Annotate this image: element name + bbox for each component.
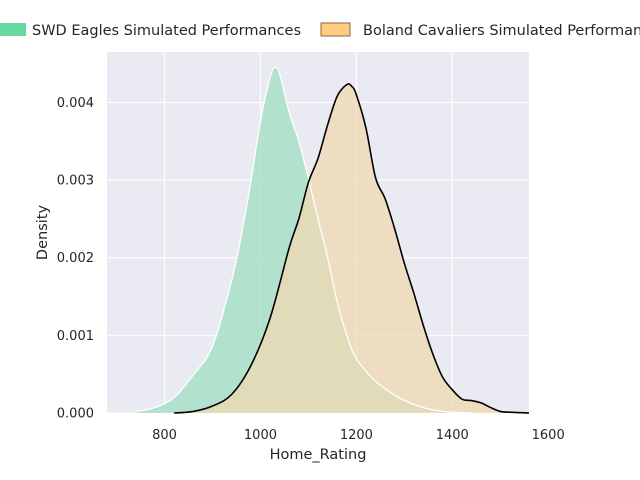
x-axis-label: Home_Rating <box>270 447 367 463</box>
legend-item-1: SWD Eagles Simulated Performances <box>0 23 301 39</box>
series-line-2 <box>174 83 530 414</box>
x-tick-label: 800 <box>152 428 177 443</box>
legend-label: Boland Cavaliers Simulated Performances <box>363 23 640 39</box>
x-tick-label: 1600 <box>532 428 565 443</box>
x-tick-label: 1000 <box>244 428 277 443</box>
plot-layer: 800 1000 1200 1400 1600 0.000 0.001 0.002 0.003 0… <box>57 52 565 443</box>
legend-label: SWD Eagles Simulated Performances <box>32 23 301 39</box>
x-tick-label: 1400 <box>436 428 469 443</box>
legend: SWD Eagles Simulated Performances Boland … <box>0 22 640 39</box>
y-tick-label: 0.004 <box>57 96 94 111</box>
legend-swatch <box>320 22 351 37</box>
y-tick-label: 0.002 <box>57 251 94 266</box>
y-tick-label: 0.001 <box>57 329 94 344</box>
series-area-2 <box>174 83 529 413</box>
series-line-1 <box>135 66 472 414</box>
legend-swatch <box>0 23 26 36</box>
y-tick-label: 0.000 <box>57 407 94 422</box>
y-axis-label: Density <box>35 205 51 261</box>
legend-item-2: Boland Cavaliers Simulated Performances <box>320 22 640 39</box>
x-tick-label: 1200 <box>340 428 373 443</box>
y-tick-label: 0.003 <box>57 174 94 189</box>
